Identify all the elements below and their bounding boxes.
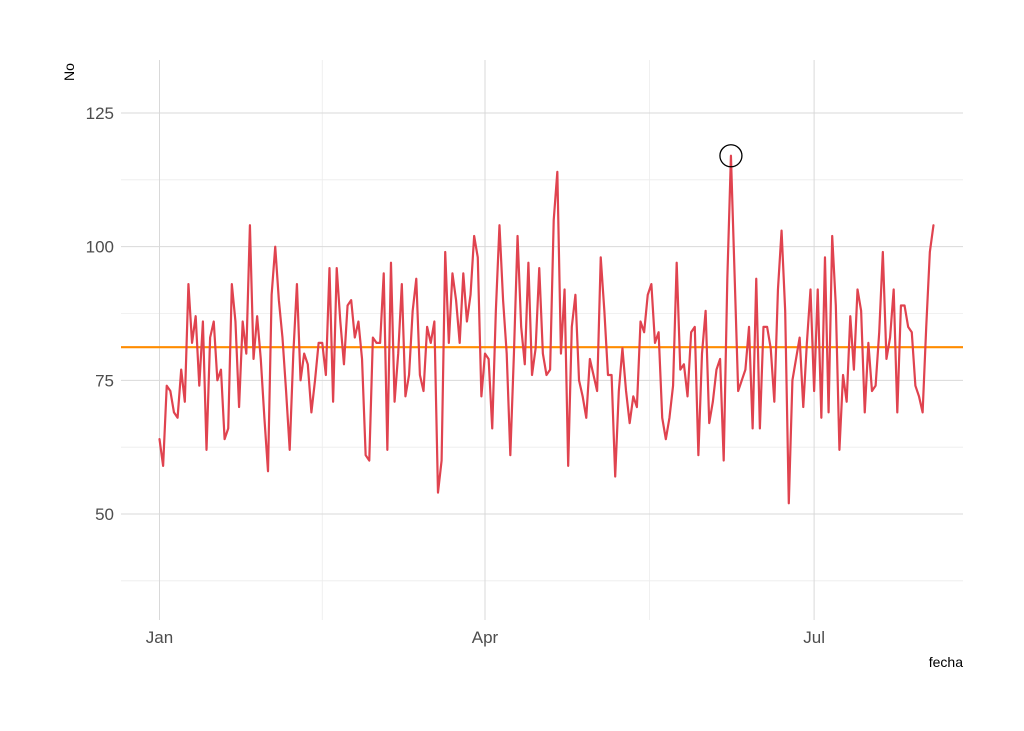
series-line: [158, 154, 935, 505]
grid: [121, 60, 963, 620]
peak-highlight-circle: [719, 144, 743, 168]
series-layer: [158, 154, 935, 505]
y-axis-title: No: [61, 63, 77, 81]
y-tick-label: 50: [95, 505, 114, 524]
x-tick-label: Jan: [146, 628, 173, 647]
highlight-layer: [719, 144, 743, 168]
y-tick-labels: 50 75 100 125: [86, 104, 114, 524]
y-tick-label: 75: [95, 371, 114, 390]
x-axis-title: fecha: [929, 654, 963, 670]
x-tick-labels: Jan Apr Jul: [146, 628, 825, 647]
x-tick-label: Apr: [472, 628, 499, 647]
x-tick-label: Jul: [803, 628, 825, 647]
y-tick-label: 100: [86, 238, 114, 257]
y-tick-label: 125: [86, 104, 114, 123]
